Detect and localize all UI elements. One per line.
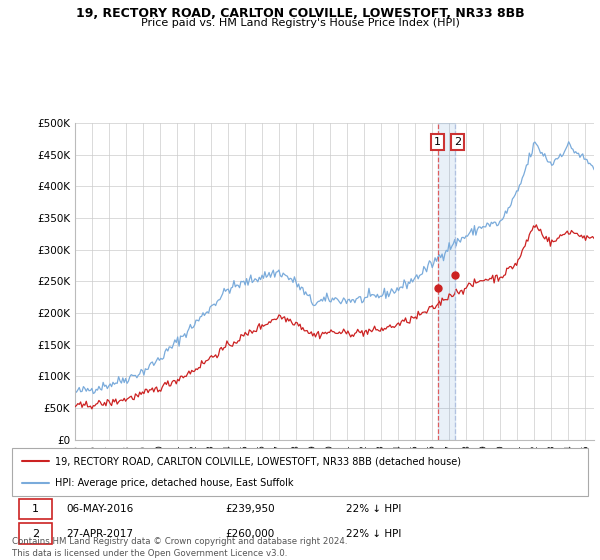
Text: HPI: Average price, detached house, East Suffolk: HPI: Average price, detached house, East… — [55, 478, 294, 488]
Text: 19, RECTORY ROAD, CARLTON COLVILLE, LOWESTOFT, NR33 8BB: 19, RECTORY ROAD, CARLTON COLVILLE, LOWE… — [76, 7, 524, 20]
Bar — [19, 499, 52, 519]
Text: 06-MAY-2016: 06-MAY-2016 — [67, 504, 134, 514]
Text: £260,000: £260,000 — [225, 529, 274, 539]
Text: 22% ↓ HPI: 22% ↓ HPI — [346, 529, 401, 539]
Bar — [439, 123, 455, 440]
Text: Contains HM Land Registry data © Crown copyright and database right 2024.
This d: Contains HM Land Registry data © Crown c… — [12, 537, 347, 558]
Text: 1: 1 — [434, 137, 441, 147]
Text: 2: 2 — [454, 137, 461, 147]
Bar — [19, 524, 52, 544]
Text: £239,950: £239,950 — [225, 504, 275, 514]
Text: Price paid vs. HM Land Registry's House Price Index (HPI): Price paid vs. HM Land Registry's House … — [140, 18, 460, 29]
Text: 22% ↓ HPI: 22% ↓ HPI — [346, 504, 401, 514]
Text: 19, RECTORY ROAD, CARLTON COLVILLE, LOWESTOFT, NR33 8BB (detached house): 19, RECTORY ROAD, CARLTON COLVILLE, LOWE… — [55, 456, 461, 466]
Text: 27-APR-2017: 27-APR-2017 — [67, 529, 134, 539]
Text: 2: 2 — [32, 529, 39, 539]
Text: 1: 1 — [32, 504, 39, 514]
